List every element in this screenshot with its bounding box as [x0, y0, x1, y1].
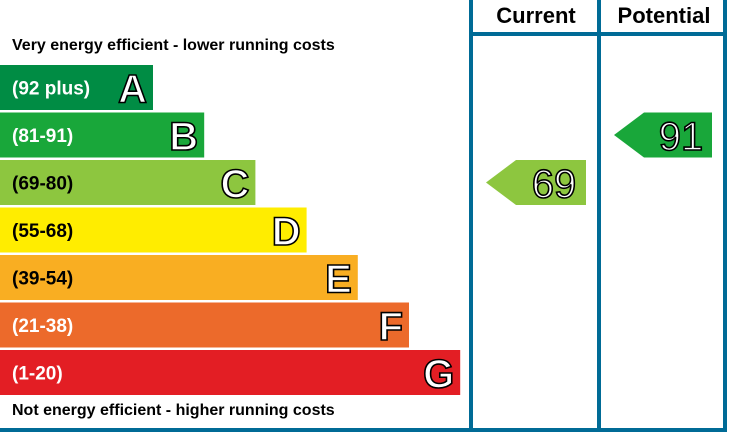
potential-rating-value: 91	[659, 115, 704, 159]
band-letter-c: C	[221, 163, 250, 207]
current-rating-value: 69	[532, 163, 577, 207]
bottom-caption: Not energy efficient - higher running co…	[12, 402, 335, 419]
band-range-b: (81-91)	[12, 126, 73, 147]
band-range-a: (92 plus)	[12, 79, 90, 100]
band-range-d: (55-68)	[12, 221, 73, 242]
column-header-potential: Potential	[618, 3, 711, 28]
band-letter-f: F	[379, 305, 403, 349]
band-bar-f	[0, 302, 409, 348]
band-bar-c	[0, 160, 256, 205]
band-range-g: (1-20)	[12, 364, 63, 385]
band-letter-b: B	[169, 115, 198, 159]
band-letter-d: D	[272, 210, 301, 254]
band-bar-e	[0, 255, 358, 300]
band-letter-g: G	[423, 353, 454, 397]
band-bar-d	[0, 207, 307, 253]
band-bar-a	[0, 65, 153, 110]
top-caption: Very energy efficient - lower running co…	[12, 37, 335, 54]
band-range-e: (39-54)	[12, 269, 73, 290]
band-letter-e: E	[325, 258, 352, 302]
efficiency-bands: (92 plus) A (81-91) B (69-80) C (55-68) D (39-54…	[0, 65, 461, 397]
band-bar-g	[0, 350, 461, 395]
current-rating-arrow	[486, 160, 586, 205]
band-bar-b	[0, 112, 205, 158]
potential-rating-arrow	[614, 112, 712, 158]
band-range-f: (21-38)	[12, 316, 73, 337]
rating-markers: 69 91	[486, 112, 712, 207]
band-range-c: (69-80)	[12, 174, 73, 195]
band-letter-a: A	[118, 68, 147, 112]
column-header-current: Current	[496, 3, 576, 28]
